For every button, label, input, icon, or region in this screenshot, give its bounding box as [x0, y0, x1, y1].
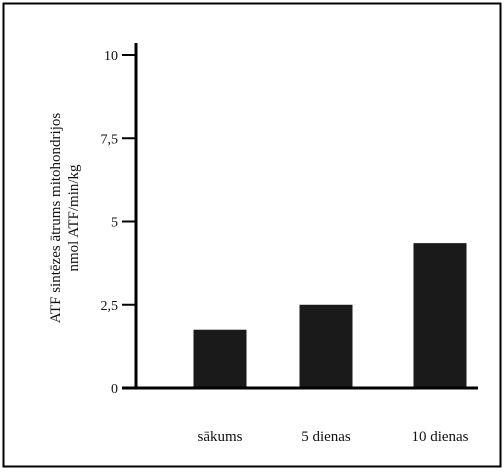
bar-3 — [413, 243, 467, 388]
y-tick-label-4: 10 — [104, 49, 118, 64]
x-category-label-1: sākums — [198, 429, 243, 445]
y-tick-label-2: 5 — [111, 216, 118, 231]
outer-border — [2, 2, 502, 468]
y-axis-label-line-2: nmol ATF/min/kg — [66, 164, 82, 272]
bar-2 — [299, 304, 353, 388]
y-tick-label-0: 0 — [111, 382, 118, 397]
x-category-label-3: 10 dienas — [411, 429, 468, 445]
x-category-label-2: 5 dienas — [301, 429, 351, 445]
plot-area: 0 2,5 5 7,5 10 sākums 5 dienas 10 dienas — [101, 43, 478, 445]
y-axis-label: ATF sintēzes ātrums mitohondrijos nmol A… — [48, 113, 82, 324]
y-tick-label-3: 7,5 — [101, 132, 119, 147]
y-axis-label-line-1: ATF sintēzes ātrums mitohondrijos — [48, 113, 64, 324]
bar-1 — [193, 329, 247, 388]
y-tick-label-1: 2,5 — [101, 299, 119, 314]
